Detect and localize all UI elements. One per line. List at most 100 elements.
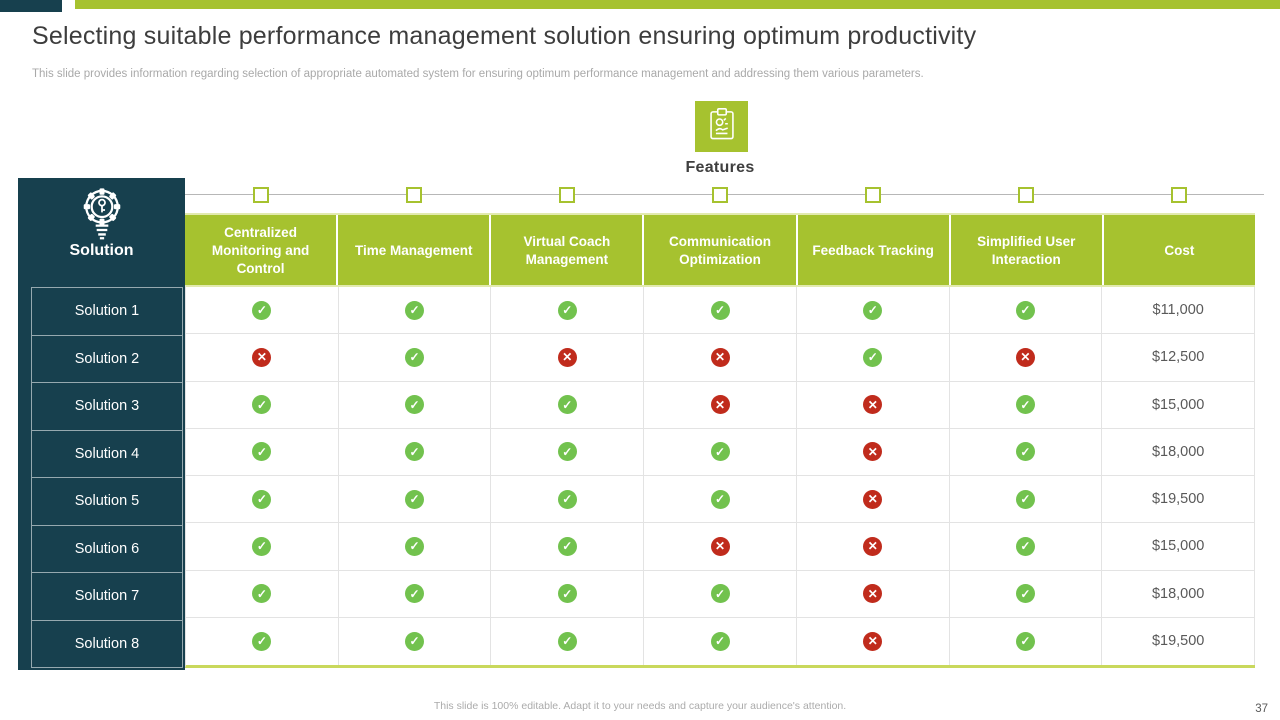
body-grid: ✓ ✓ ✓ ✓ ✓ ✓ $11,000 ✕ ✓ ✕ ✕ ✓ ✕ $12,500 ✓ ✓ ✓ ✕ ✕ ✓ $15,000 ✓… — [185, 285, 1256, 668]
feature-cell: ✓ — [338, 570, 492, 618]
cost-value: $15,000 — [1151, 538, 1205, 555]
feature-cell: ✓ — [338, 523, 492, 571]
feature-cell: ✓ — [949, 381, 1103, 429]
connector-square — [1170, 187, 1187, 203]
cost-cell: $15,000 — [1102, 381, 1256, 429]
feature-cell: ✓ — [949, 523, 1103, 571]
check-icon: ✓ — [252, 536, 272, 556]
check-icon: ✓ — [1015, 631, 1035, 651]
feature-cell: ✓ — [491, 570, 645, 618]
cost-cell: $18,000 — [1102, 428, 1256, 476]
page-subtitle: This slide provides information regardin… — [32, 68, 924, 80]
feature-cell: ✓ — [644, 617, 797, 665]
feature-cell: ✓ — [644, 570, 797, 618]
cost-value: $11,000 — [1152, 302, 1204, 319]
connector-square — [712, 187, 728, 203]
feature-cell: ✓ — [491, 287, 645, 335]
check-icon: ✓ — [252, 489, 272, 509]
solution-row-label: Solution 4 — [31, 430, 183, 478]
check-icon: ✓ — [252, 584, 272, 604]
check-icon: ✓ — [710, 584, 730, 604]
solution-row-label: Solution 8 — [31, 620, 183, 668]
check-icon: ✓ — [405, 347, 425, 367]
table-row: ✕ ✓ ✕ ✕ ✓ ✕ $12,500 — [186, 334, 1256, 382]
connector-square — [406, 187, 423, 203]
feature-cell: ✓ — [186, 617, 339, 665]
cost-cell: $15,000 — [1102, 523, 1256, 571]
feature-cell: ✕ — [796, 570, 950, 618]
cost-value: $12,500 — [1151, 349, 1205, 366]
feature-cell: ✓ — [186, 523, 339, 571]
feature-cell: ✓ — [338, 476, 492, 524]
check-icon: ✓ — [863, 300, 883, 320]
table-row: ✓ ✓ ✓ ✓ ✕ ✓ $18,000 — [186, 570, 1256, 618]
check-icon: ✓ — [1015, 489, 1035, 509]
check-icon: ✓ — [557, 300, 577, 320]
check-icon: ✓ — [710, 489, 730, 509]
feature-cell: ✕ — [644, 381, 797, 429]
solution-row-label: Solution 6 — [31, 525, 183, 573]
cost-value: $19,500 — [1151, 491, 1205, 508]
column-header-7: Cost — [1103, 215, 1255, 287]
check-icon: ✓ — [405, 584, 425, 604]
page-number: 37 — [1255, 703, 1268, 715]
column-header-label: Cost — [1164, 242, 1195, 258]
cross-icon: ✕ — [1015, 347, 1035, 367]
feature-cell: ✓ — [186, 381, 339, 429]
check-icon: ✓ — [557, 489, 577, 509]
feature-cell: ✓ — [949, 428, 1103, 476]
check-icon: ✓ — [863, 347, 883, 367]
check-icon: ✓ — [557, 536, 577, 556]
feature-cell: ✓ — [491, 428, 645, 476]
cross-icon: ✕ — [863, 584, 883, 604]
feature-cell: ✕ — [796, 523, 950, 571]
solution-labels: Solution 1 Solution 2 Solution 3 Solution 4… — [31, 287, 183, 668]
feature-cell: ✓ — [338, 287, 492, 335]
check-icon: ✓ — [557, 631, 577, 651]
feature-cell: ✓ — [796, 334, 950, 382]
feature-cell: ✓ — [949, 617, 1103, 665]
check-icon: ✓ — [1015, 300, 1035, 320]
check-icon: ✓ — [1015, 584, 1035, 604]
footer-note: This slide is 100% editable. Adapt it to… — [433, 700, 847, 712]
check-icon: ✓ — [710, 631, 730, 651]
solution-row-label: Solution 3 — [31, 383, 183, 431]
check-icon: ✓ — [252, 631, 272, 651]
feature-cell: ✓ — [644, 287, 797, 335]
features-label: Features — [685, 159, 755, 176]
page-title: Selecting suitable performance managemen… — [32, 22, 977, 50]
check-icon: ✓ — [405, 489, 425, 509]
connector-square — [559, 187, 576, 203]
feature-cell: ✓ — [491, 617, 645, 665]
table-row: ✓ ✓ ✓ ✕ ✕ ✓ $15,000 — [186, 523, 1256, 571]
solution-header-label: Solution — [69, 242, 134, 259]
column-header-label: Feedback Tracking — [812, 242, 934, 258]
column-header-label: Simplified User Interaction — [977, 233, 1076, 267]
feature-cell: ✓ — [338, 334, 492, 382]
column-header-label: Virtual Coach Management — [523, 233, 611, 267]
solution-row-label: Solution 7 — [31, 573, 183, 621]
check-icon: ✓ — [557, 584, 577, 604]
feature-cell: ✓ — [186, 428, 339, 476]
table-row: ✓ ✓ ✓ ✓ ✕ ✓ $18,000 — [186, 428, 1256, 476]
feature-cell: ✕ — [796, 617, 950, 665]
cross-icon: ✕ — [863, 536, 883, 556]
check-icon: ✓ — [252, 300, 272, 320]
feature-cell: ✓ — [644, 476, 797, 524]
idea-gear-key-icon — [18, 184, 185, 242]
connector-square — [253, 187, 270, 203]
feature-cell: ✕ — [491, 334, 645, 382]
feature-cell: ✓ — [491, 523, 645, 571]
solution-header-cell: Solution — [18, 180, 185, 285]
feature-cell: ✕ — [796, 476, 950, 524]
clipboard-icon — [707, 107, 737, 146]
column-header-5: Feedback Tracking — [797, 215, 951, 287]
column-header-4: Communication Optimization — [644, 215, 798, 287]
feature-cell: ✓ — [796, 287, 950, 335]
solution-column-panel — [18, 178, 185, 670]
cross-icon: ✕ — [863, 395, 883, 415]
cross-icon: ✕ — [863, 442, 883, 462]
check-icon: ✓ — [405, 536, 425, 556]
check-icon: ✓ — [252, 442, 272, 462]
cross-icon: ✕ — [252, 347, 272, 367]
